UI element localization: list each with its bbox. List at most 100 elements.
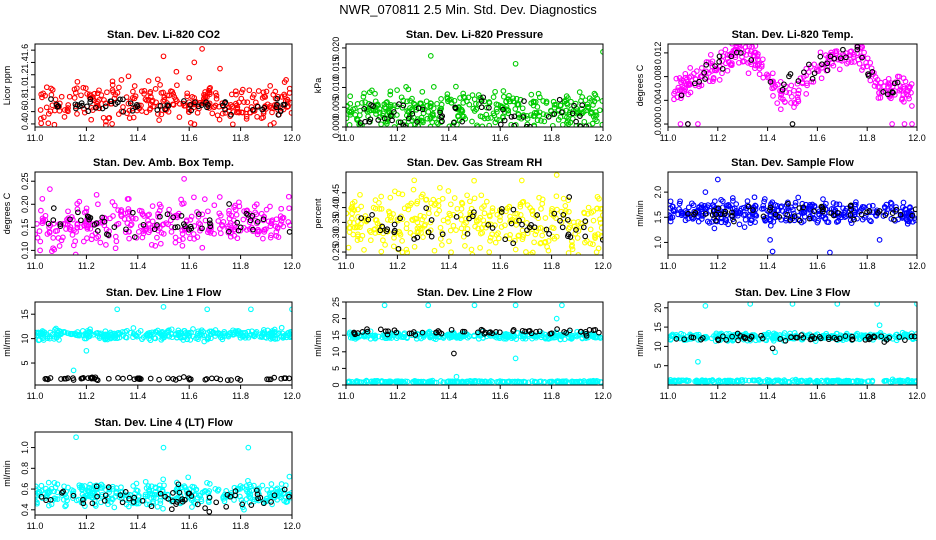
point: [510, 206, 517, 213]
point: [386, 212, 393, 219]
point: [357, 236, 364, 243]
point: [853, 199, 859, 205]
point: [557, 217, 563, 224]
point: [382, 328, 389, 335]
point: [399, 191, 406, 198]
point: [157, 500, 164, 507]
series-reference: [358, 194, 603, 252]
point: [461, 328, 468, 335]
point: [213, 92, 220, 99]
y-tick-label: 0.020: [331, 37, 341, 60]
point: [176, 114, 183, 120]
point: [710, 74, 717, 81]
point: [39, 94, 45, 101]
point: [159, 328, 166, 335]
point: [58, 237, 65, 244]
point: [411, 236, 418, 242]
point: [579, 102, 586, 109]
point: [752, 377, 758, 384]
point: [257, 494, 264, 501]
point: [354, 378, 361, 385]
point: [698, 65, 705, 71]
point: [777, 106, 784, 113]
point: [761, 196, 768, 202]
point: [410, 186, 417, 193]
point: [199, 225, 205, 232]
point: [80, 238, 87, 245]
x-tick-label: 11.6: [809, 261, 826, 271]
x-tick-label: 12.0: [594, 391, 612, 401]
point: [117, 492, 124, 498]
point: [437, 236, 444, 242]
point: [726, 334, 733, 340]
point: [132, 215, 139, 222]
point: [460, 233, 467, 240]
point: [749, 377, 756, 384]
y-tick-label: 0.4: [20, 118, 30, 131]
point: [889, 378, 896, 385]
point: [863, 63, 870, 70]
point: [752, 44, 759, 49]
point: [500, 88, 507, 94]
point: [358, 220, 364, 227]
point: [755, 51, 761, 57]
point: [419, 88, 426, 95]
point: [586, 122, 592, 127]
point: [486, 104, 492, 111]
point: [475, 101, 482, 107]
point: [369, 87, 375, 94]
outlier-point: [876, 322, 883, 329]
point: [702, 205, 709, 212]
point: [911, 378, 917, 385]
point: [116, 84, 122, 91]
point: [119, 499, 126, 506]
panel-title: Stan. Dev. Line 2 Flow: [417, 287, 533, 299]
point: [582, 239, 588, 246]
point: [260, 500, 267, 507]
point: [144, 212, 151, 219]
point: [878, 333, 885, 340]
point: [719, 65, 726, 72]
point: [286, 493, 292, 500]
point: [370, 378, 377, 385]
point: [831, 55, 838, 62]
point: [912, 206, 917, 213]
point: [448, 96, 454, 103]
point: [278, 333, 285, 340]
point: [725, 58, 732, 65]
point: [35, 491, 42, 497]
y-axis-label: Licor ppm: [2, 66, 12, 106]
point: [100, 333, 107, 340]
point: [464, 231, 471, 237]
point: [150, 494, 157, 501]
point: [350, 206, 357, 213]
x-tick-label: 11.4: [129, 261, 146, 271]
point: [843, 377, 850, 384]
point: [72, 89, 79, 96]
point: [271, 329, 278, 336]
point: [764, 379, 771, 385]
point: [726, 330, 733, 337]
point: [764, 331, 770, 338]
x-tick-label: 11.0: [660, 261, 677, 271]
point: [590, 378, 596, 385]
point: [851, 216, 857, 223]
point: [127, 222, 134, 229]
point: [458, 225, 465, 232]
point: [96, 333, 103, 340]
point: [510, 327, 517, 333]
point: [91, 375, 98, 382]
point: [150, 498, 156, 505]
series-reference: [351, 326, 602, 357]
plot-frame: [345, 43, 604, 128]
point: [61, 483, 67, 490]
point: [92, 374, 99, 381]
point: [493, 116, 500, 123]
point: [510, 95, 517, 102]
point: [492, 88, 498, 95]
point: [850, 54, 857, 60]
point: [85, 108, 92, 115]
point: [593, 112, 600, 119]
point: [427, 378, 434, 384]
series-reference: [673, 330, 917, 352]
